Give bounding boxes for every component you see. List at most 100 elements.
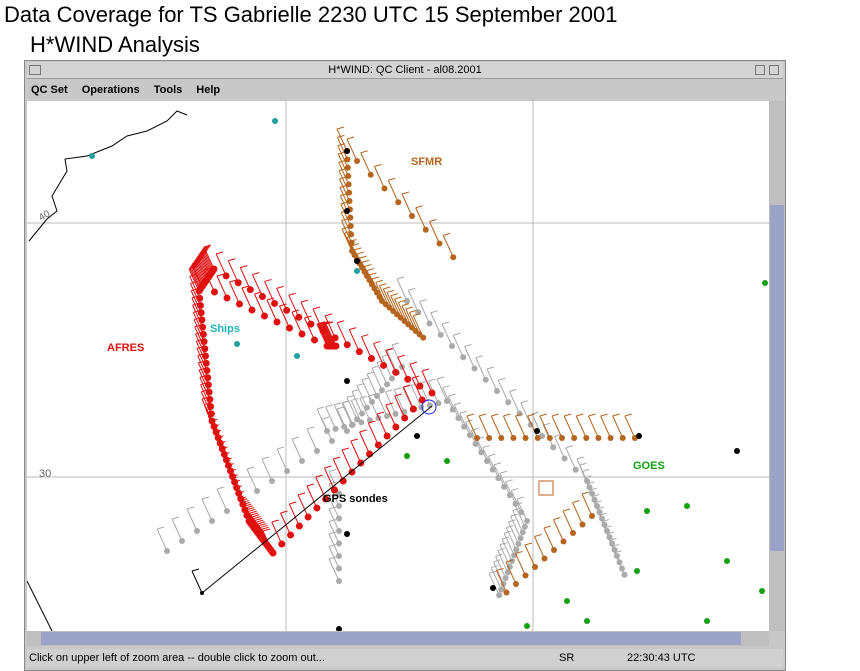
maximize-button[interactable]: [769, 65, 779, 75]
wind-barb: [405, 308, 417, 332]
wind-barb: [401, 303, 410, 307]
observation-dot: [347, 223, 354, 229]
wind-barb: [198, 251, 207, 255]
wind-barb: [360, 152, 372, 175]
wind-barb: [261, 526, 269, 530]
observation-dot: [541, 555, 548, 562]
wind-barb: [325, 404, 333, 408]
wind-barb: [383, 286, 391, 290]
wind-barb: [465, 421, 477, 445]
wind-barb: [453, 332, 461, 336]
wind-barb: [328, 544, 337, 547]
wind-barb: [452, 335, 464, 358]
window-menu-button[interactable]: [29, 65, 41, 75]
wind-barb: [393, 389, 405, 412]
scroll-thumb[interactable]: [770, 205, 784, 551]
wind-barb: [360, 150, 368, 154]
wind-barb: [199, 374, 207, 378]
wind-barb: [325, 323, 337, 347]
wind-barb: [232, 479, 240, 483]
wind-barb: [198, 369, 210, 393]
wind-barb: [430, 312, 442, 335]
wind-barb: [189, 283, 201, 306]
wind-barb: [441, 323, 453, 347]
wind-barb: [520, 400, 528, 404]
wind-barb: [210, 418, 218, 422]
menu-item[interactable]: Operations: [81, 84, 140, 96]
wind-barb: [201, 396, 210, 400]
wind-barb: [193, 259, 202, 263]
map[interactable]: 40 30 SFMR AFRES Ships GPS sondes GOES: [27, 101, 769, 631]
wind-barb: [246, 507, 255, 511]
wind-barb: [543, 527, 555, 551]
wind-barb: [490, 415, 502, 439]
wind-barb: [551, 415, 563, 439]
observation-dot: [336, 528, 342, 534]
wind-barb: [475, 357, 487, 380]
wind-barb: [421, 370, 433, 394]
wind-barb: [381, 356, 393, 379]
wind-barb: [367, 422, 379, 446]
minimize-button[interactable]: [755, 65, 765, 75]
wind-barb: [322, 323, 334, 347]
wind-barb: [495, 553, 503, 557]
observation-dot: [570, 530, 576, 536]
wind-barb: [614, 550, 622, 554]
wind-barb: [606, 531, 615, 535]
observation-dot: [284, 468, 290, 474]
wind-barb: [189, 276, 201, 299]
menu-item[interactable]: Tools: [153, 84, 183, 96]
wind-barb: [501, 536, 510, 540]
wind-barb: [336, 128, 348, 152]
wind-barb: [276, 288, 288, 311]
wind-barb: [229, 281, 240, 305]
observation-dot: [435, 400, 442, 407]
wind-barb: [413, 313, 421, 317]
wind-barb: [524, 544, 536, 568]
scroll-thumb[interactable]: [41, 632, 741, 645]
wind-barb: [325, 406, 337, 430]
wind-barb: [354, 247, 362, 251]
observation-dot: [392, 368, 400, 376]
ship-dot: [294, 353, 300, 359]
horizontal-scrollbar[interactable]: [27, 631, 769, 646]
observation-dot: [409, 213, 415, 219]
wind-barb: [470, 430, 482, 453]
wind-barb: [240, 498, 248, 502]
wind-barb: [356, 251, 365, 255]
observation-dot: [589, 513, 595, 519]
wind-barb: [334, 402, 342, 406]
wind-barb: [486, 366, 495, 370]
wind-barb: [203, 245, 211, 249]
wind-barb: [553, 519, 564, 542]
goes-dot: [684, 503, 690, 509]
wind-barb: [376, 413, 388, 437]
wind-barb: [419, 299, 427, 302]
observation-dot: [211, 288, 218, 296]
wind-barb: [194, 257, 202, 261]
wind-barb: [216, 486, 225, 490]
latitude-label: 30: [39, 468, 51, 480]
observation-dot: [258, 293, 266, 301]
wind-barb: [190, 290, 202, 313]
wind-barb: [321, 418, 333, 442]
wind-barb: [369, 272, 377, 276]
observation-dot: [311, 336, 318, 344]
wind-barb: [254, 293, 265, 317]
wind-barb: [291, 436, 300, 440]
wind-barb: [565, 445, 573, 449]
menu-item[interactable]: QC Set: [31, 84, 68, 96]
wind-barb: [591, 494, 600, 497]
wind-barb: [261, 456, 270, 460]
wind-barb: [359, 431, 371, 455]
wind-barb: [487, 455, 499, 479]
wind-barb: [488, 573, 500, 596]
vertical-scrollbar[interactable]: [769, 101, 785, 631]
wind-barb: [198, 360, 206, 364]
observation-dot: [482, 376, 489, 383]
wind-barb: [215, 253, 227, 277]
menu-item[interactable]: Help: [196, 84, 221, 96]
observation-dot: [546, 435, 553, 441]
wind-barb: [624, 415, 636, 439]
observation-dot: [364, 404, 370, 411]
